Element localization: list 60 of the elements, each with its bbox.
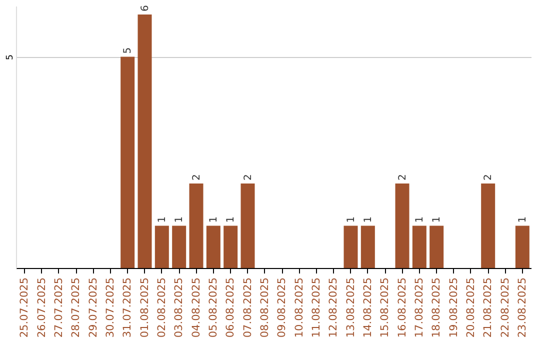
data-label: 2	[483, 174, 494, 180]
x-tick-label: 10.08.2025	[293, 278, 306, 338]
x-tick-label: 13.08.2025	[344, 278, 357, 338]
data-label: 6	[140, 5, 151, 12]
x-tick-label: 09.08.2025	[276, 278, 288, 338]
data-label: 2	[397, 174, 408, 180]
x-tick-label: 30.07.2025	[104, 278, 116, 338]
data-label: 1	[414, 216, 426, 223]
bar	[412, 226, 426, 268]
x-tick-label: 06.08.2025	[224, 278, 237, 338]
x-tick-label: 23.08.2025	[516, 278, 528, 338]
bar	[430, 226, 444, 268]
x-tick-label: 19.08.2025	[448, 278, 460, 338]
data-label: 1	[156, 216, 168, 223]
data-label: 1	[432, 216, 443, 223]
bar	[344, 226, 358, 268]
x-tick-label: 05.08.2025	[207, 278, 220, 338]
bar	[224, 226, 238, 268]
data-label: 1	[226, 216, 237, 223]
bar	[240, 183, 255, 268]
bar	[206, 226, 220, 268]
x-tick-label: 28.07.2025	[70, 278, 82, 338]
x-tick-label: 15.08.2025	[379, 278, 392, 338]
x-tick-label: 03.08.2025	[173, 278, 186, 338]
x-tick-label: 22.08.2025	[499, 278, 512, 338]
x-tick-label: 27.07.2025	[52, 278, 65, 338]
x-tick-label: 16.08.2025	[396, 278, 408, 338]
x-tick-label: 25.07.2025	[18, 278, 31, 338]
x-tick-label: 12.08.2025	[328, 278, 340, 338]
data-label: 2	[242, 174, 254, 180]
data-label: 1	[362, 216, 374, 223]
bar	[172, 226, 186, 268]
bar	[189, 183, 204, 268]
data-label: 5	[122, 47, 134, 54]
data-label: 2	[191, 174, 202, 180]
x-tick-label: 11.08.2025	[310, 278, 322, 338]
bar	[515, 226, 530, 268]
data-label: 1	[346, 216, 357, 223]
x-tick-label: 14.08.2025	[362, 278, 374, 338]
x-tick-label: 18.08.2025	[430, 278, 443, 338]
bar	[154, 226, 169, 268]
x-tick-label: 29.07.2025	[87, 278, 100, 338]
x-tick-label: 07.08.2025	[242, 278, 254, 338]
bar	[138, 14, 152, 268]
bar	[120, 56, 135, 268]
x-tick-label: 31.07.2025	[122, 278, 134, 338]
data-label: 1	[174, 216, 186, 223]
bar	[481, 183, 496, 268]
x-tick-label: 21.08.2025	[482, 278, 494, 338]
x-tick-label: 02.08.2025	[156, 278, 168, 338]
x-tick-label: 17.08.2025	[413, 278, 426, 338]
data-label: 1	[517, 216, 528, 223]
x-tick-label: 04.08.2025	[190, 278, 202, 338]
bar	[360, 226, 375, 268]
bar	[395, 183, 410, 268]
x-tick-label: 08.08.2025	[258, 278, 271, 338]
data-label: 1	[208, 216, 220, 223]
x-tick-label: 01.08.2025	[138, 278, 151, 338]
x-tick-label: 20.08.2025	[464, 278, 477, 338]
x-tick-label: 26.07.2025	[36, 278, 48, 338]
